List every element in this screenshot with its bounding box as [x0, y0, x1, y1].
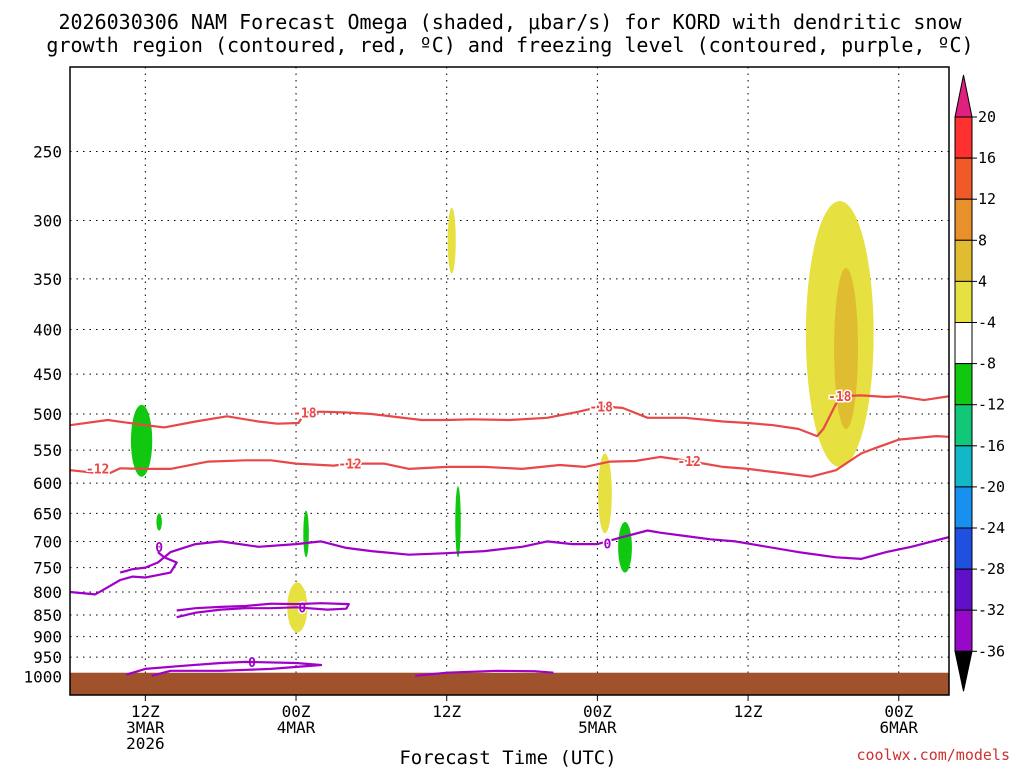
y-tick-label-950: 950: [33, 648, 62, 667]
x-tick-label-24-0: 00Z: [282, 702, 311, 721]
colorbar-label-13: -36: [978, 642, 1005, 660]
freezing-fragment-1: [176, 602, 350, 619]
colorbar-box-0: [954, 116, 973, 159]
x-tick-label-12-0: 12Z: [131, 702, 160, 721]
omega-shade-9: [618, 522, 632, 573]
colorbar-box-3: [954, 239, 973, 282]
y-tick-label-800: 800: [33, 583, 62, 602]
colorbar-box-6: [954, 363, 973, 406]
contour-label-0-1: -18: [589, 400, 613, 415]
x-tick-label-72-1: 6MAR: [880, 718, 919, 737]
y-tick-label-350: 350: [33, 270, 62, 289]
freezing-fragment-3: [415, 669, 554, 677]
colorbar-box-2: [954, 198, 973, 241]
colorbar-box-8: [954, 445, 973, 488]
x-tick-label-72-0: 00Z: [884, 702, 913, 721]
colorbar-label-7: -12: [978, 396, 1005, 414]
x-axis-label: Forecast Time (UTC): [399, 747, 616, 768]
y-tick-label-750: 750: [33, 559, 62, 578]
colorbar-box-5: [954, 322, 973, 365]
x-tick-label-12-1: 3MAR: [126, 718, 165, 737]
x-tick-label-36-0: 12Z: [432, 702, 461, 721]
y-tick-label-450: 450: [33, 365, 62, 384]
colorbar-box-12: [954, 609, 973, 652]
contour-label-2-0: 0: [155, 541, 163, 556]
y-tick-label-600: 600: [33, 474, 62, 493]
y-tick-label-1000: 1000: [23, 668, 62, 687]
colorbar-label-11: -28: [978, 560, 1005, 578]
colorbar-label-10: -24: [978, 519, 1005, 537]
omega-shade-8: [455, 486, 461, 558]
contour-line-1: [70, 435, 949, 478]
y-tick-label-300: 300: [33, 212, 62, 231]
plot-frame: [69, 66, 950, 696]
colorbar-label-3: 8: [978, 231, 987, 249]
contour-label-0-2: -18: [828, 390, 852, 405]
freezing-fragment-2: [126, 660, 323, 677]
contour-label-2-3: 0: [604, 538, 612, 553]
y-tick-label-900: 900: [33, 628, 62, 647]
colorbar-label-0: 20: [978, 108, 996, 126]
contour-label-2-2: 0: [248, 656, 256, 671]
colorbar-box-7: [954, 404, 973, 447]
colorbar: 20 16 12 8 4 -4 -8 -12 -16 -20 -24 -28 -32 -36: [954, 74, 1005, 692]
y-tick-label-400: 400: [33, 321, 62, 340]
omega-shade-5: [130, 404, 153, 477]
colorbar-label-4: 4: [978, 272, 987, 290]
colorbar-top-arrow: [954, 74, 973, 118]
colorbar-label-1: 16: [978, 149, 996, 167]
y-tick-label-700: 700: [33, 532, 62, 551]
omega-shade-4: [834, 267, 858, 429]
colorbar-label-9: -20: [978, 478, 1005, 496]
contour-label-1-2: -12: [677, 455, 700, 470]
colorbar-bottom-arrow: [954, 650, 973, 692]
credit-text: coolwx.com/models: [856, 746, 1010, 764]
colorbar-label-12: -32: [978, 601, 1005, 619]
y-tick-label-850: 850: [33, 606, 62, 625]
contour-label-0-0: -18: [293, 406, 317, 421]
colorbar-box-4: [954, 280, 973, 323]
plot-area: -18 -18-18-12 -12 -120000025030035040045050…: [23, 66, 950, 753]
ground-fill: [70, 672, 949, 695]
omega-shade-6: [156, 513, 162, 531]
omega-shade-0: [447, 207, 456, 274]
colorbar-box-1: [954, 157, 973, 200]
y-tick-label-250: 250: [33, 143, 62, 162]
colorbar-label-2: 12: [978, 190, 996, 208]
colorbar-box-10: [954, 527, 973, 570]
x-tick-label-60-0: 12Z: [734, 702, 763, 721]
omega-shade-1: [598, 453, 612, 534]
colorbar-label-5: -4: [978, 314, 996, 332]
y-tick-label-550: 550: [33, 441, 62, 460]
x-tick-label-48-0: 00Z: [583, 702, 612, 721]
omega-shade-7: [303, 510, 309, 558]
y-tick-label-650: 650: [33, 504, 62, 523]
contour-label-1-1: -12: [338, 458, 361, 473]
chart-title-line-2: growth region (contoured, red, ºC) and f…: [46, 33, 973, 57]
colorbar-label-6: -8: [978, 355, 996, 373]
contour-label-1-0: -12: [86, 462, 109, 477]
contour-line-0: [70, 394, 949, 438]
x-tick-label-12-2: 2026: [126, 734, 165, 753]
colorbar-label-8: -16: [978, 437, 1005, 455]
x-tick-label-48-1: 5MAR: [578, 718, 617, 737]
x-tick-label-24-1: 4MAR: [277, 718, 316, 737]
chart-title-line-1: 2026030306 NAM Forecast Omega (shaded, μ…: [58, 10, 962, 34]
freezing-fragment-0: [70, 551, 178, 596]
y-tick-label-500: 500: [33, 405, 62, 424]
colorbar-box-9: [954, 486, 973, 529]
colorbar-box-11: [954, 568, 973, 611]
contour-line-2: [119, 529, 949, 574]
